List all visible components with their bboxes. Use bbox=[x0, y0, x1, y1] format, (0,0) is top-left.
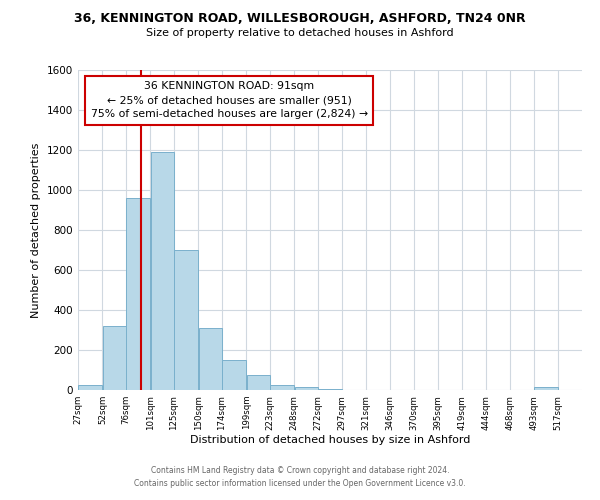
Bar bbox=[318, 389, 342, 390]
Bar bbox=[174, 250, 198, 390]
Bar bbox=[270, 385, 294, 390]
Bar bbox=[199, 328, 223, 390]
Text: Size of property relative to detached houses in Ashford: Size of property relative to detached ho… bbox=[146, 28, 454, 38]
Bar bbox=[535, 387, 558, 390]
Text: Contains HM Land Registry data © Crown copyright and database right 2024.
Contai: Contains HM Land Registry data © Crown c… bbox=[134, 466, 466, 487]
Text: 36, KENNINGTON ROAD, WILLESBOROUGH, ASHFORD, TN24 0NR: 36, KENNINGTON ROAD, WILLESBOROUGH, ASHF… bbox=[74, 12, 526, 26]
Bar bbox=[103, 326, 127, 390]
Y-axis label: Number of detached properties: Number of detached properties bbox=[31, 142, 41, 318]
Bar bbox=[79, 385, 102, 390]
Bar bbox=[222, 360, 246, 390]
Text: 36 KENNINGTON ROAD: 91sqm
← 25% of detached houses are smaller (951)
75% of semi: 36 KENNINGTON ROAD: 91sqm ← 25% of detac… bbox=[91, 81, 368, 119]
Bar bbox=[151, 152, 175, 390]
Bar bbox=[295, 387, 319, 390]
Bar bbox=[247, 375, 271, 390]
Bar bbox=[127, 198, 150, 390]
X-axis label: Distribution of detached houses by size in Ashford: Distribution of detached houses by size … bbox=[190, 436, 470, 446]
